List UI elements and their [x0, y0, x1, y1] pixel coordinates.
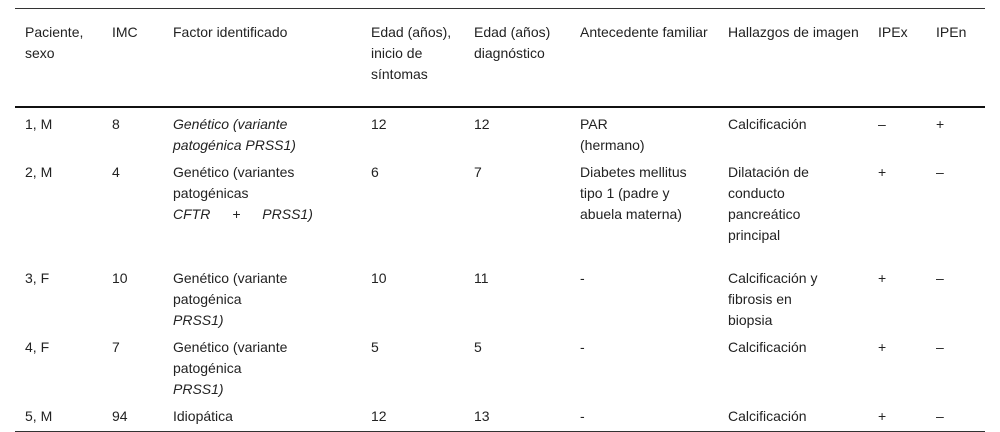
factor-italic: PRSS1) [173, 380, 224, 397]
cell-ipen: + [936, 115, 945, 132]
cell-imagen: Calcificación [728, 115, 807, 132]
cell-factor: Genético (variantes patogénicas CFTR + PR… [163, 156, 361, 262]
cell-diagnostico: 5 [474, 338, 482, 355]
factor-plain: Genético (variante patogénica [173, 269, 288, 307]
cell-inicio: 10 [371, 269, 387, 286]
cell-ipex: + [878, 163, 887, 180]
cell-paciente: 3, F [25, 269, 50, 286]
cell-antecedente: PAR (hermano) [580, 115, 645, 153]
cell-paciente: 2, M [25, 163, 53, 180]
table-row: 3, F 10 Genético (variante patogénica PR… [15, 262, 985, 331]
cell-factor: Genético (variante patogénica PRSS1) [163, 262, 361, 331]
cell-antecedente: - [580, 338, 585, 355]
header-edad-diagnostico: Edad (años) diagnóstico [464, 8, 570, 108]
patients-table: Paciente, sexo IMC Factor identificado E… [15, 8, 985, 432]
cell-factor: Genético (variante patogénica PRSS1) [163, 331, 361, 400]
cell-diagnostico: 7 [474, 163, 482, 180]
table-row: 2, M 4 Genético (variantes patogénicas CF… [15, 156, 985, 262]
header-edad-inicio: Edad (años), inicio de síntomas [361, 8, 464, 108]
cell-imc: 10 [112, 269, 128, 286]
cell-diagnostico: 12 [474, 115, 490, 132]
cell-imagen: Dilatación de conducto pancreático princ… [728, 163, 809, 243]
cell-imc: 8 [112, 115, 120, 132]
cell-diagnostico: 11 [474, 269, 489, 286]
header-antecedente: Antecedente familiar [570, 8, 718, 108]
factor-plain: Genético (variante patogénica [173, 338, 288, 376]
factor-italic: PRSS1) [173, 311, 224, 328]
table-row: 4, F 7 Genético (variante patogénica PRS… [15, 331, 985, 400]
table-row: 1, M 8 Genético (variante patogénica PRS… [15, 107, 985, 156]
header-paciente: Paciente, sexo [15, 8, 102, 108]
cell-antecedente: - [580, 269, 585, 286]
factor-italic: CFTR + PRSS1) [173, 205, 313, 222]
cell-imagen: Calcificación [728, 338, 807, 355]
header-factor: Factor identificado [163, 8, 361, 108]
cell-ipen: – [936, 269, 944, 286]
header-hallazgos: Hallazgos de imagen [718, 8, 868, 108]
cell-ipex: + [878, 338, 887, 355]
cell-imc: 4 [112, 163, 120, 180]
cell-imagen: Calcificación y fibrosis en biopsia [728, 269, 818, 328]
cell-factor: Genético (variante patogénica PRSS1) [163, 107, 361, 156]
cell-ipen: – [936, 163, 944, 180]
header-ipex: IPEx [868, 8, 926, 108]
header-row: Paciente, sexo IMC Factor identificado E… [15, 8, 985, 108]
cell-ipex: + [878, 269, 887, 286]
cell-inicio: 5 [371, 338, 379, 355]
factor-italic: Genético (variante patogénica PRSS1) [173, 115, 296, 153]
cell-ipex: – [878, 115, 886, 132]
cell-ipen: – [936, 338, 944, 355]
cell-imc: 7 [112, 338, 120, 355]
factor-plain: Genético (variantes patogénicas [173, 163, 295, 201]
cell-paciente: 1, M [25, 115, 53, 132]
header-imc: IMC [102, 8, 163, 108]
header-ipen: IPEn [926, 8, 985, 108]
cell-paciente: 4, F [25, 338, 50, 355]
cell-inicio: 6 [371, 163, 379, 180]
cell-antecedente: Diabetes mellitus tipo 1 (padre y abuela… [580, 163, 687, 222]
cell-inicio: 12 [371, 115, 387, 132]
